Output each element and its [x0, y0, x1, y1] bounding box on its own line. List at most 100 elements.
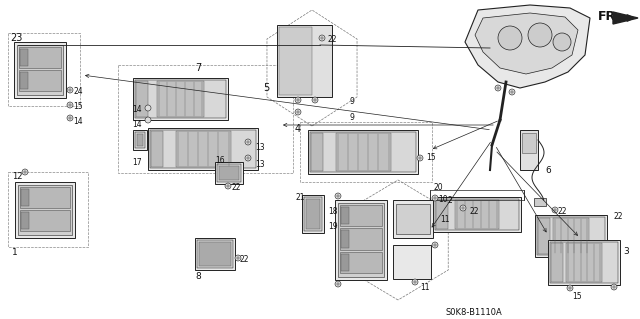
Bar — [537, 217, 605, 255]
Circle shape — [225, 183, 231, 189]
Text: 20: 20 — [433, 183, 443, 192]
Bar — [430, 190, 524, 200]
Text: 4: 4 — [295, 124, 301, 134]
Circle shape — [412, 279, 418, 285]
Bar — [17, 45, 63, 95]
Text: 11: 11 — [440, 215, 449, 224]
Bar — [20, 187, 70, 208]
Bar — [217, 164, 241, 182]
Text: 1: 1 — [12, 248, 18, 257]
Circle shape — [417, 155, 423, 161]
Bar — [18, 185, 72, 235]
Circle shape — [245, 139, 251, 145]
Text: S0K8-B1110A: S0K8-B1110A — [445, 308, 502, 317]
Text: 13: 13 — [255, 160, 264, 169]
Text: 15: 15 — [572, 292, 582, 301]
Circle shape — [509, 89, 515, 95]
Bar — [393, 245, 431, 279]
Text: 10: 10 — [438, 195, 447, 204]
Circle shape — [528, 23, 552, 47]
Bar — [522, 133, 536, 153]
Bar — [335, 200, 387, 280]
Text: 12: 12 — [12, 172, 22, 181]
Bar — [304, 197, 322, 231]
Text: 18: 18 — [328, 207, 337, 216]
Bar — [538, 218, 550, 254]
Bar — [197, 240, 233, 268]
Circle shape — [145, 117, 151, 123]
Bar — [311, 133, 323, 171]
Bar — [553, 218, 589, 254]
Text: 14: 14 — [73, 117, 83, 126]
Circle shape — [460, 205, 466, 211]
Text: 21: 21 — [295, 193, 305, 202]
Bar — [566, 243, 602, 282]
Text: 22: 22 — [240, 255, 250, 264]
Bar — [302, 195, 324, 233]
Circle shape — [67, 87, 73, 93]
Circle shape — [145, 105, 151, 111]
Text: 15: 15 — [426, 153, 436, 162]
Circle shape — [495, 85, 501, 91]
Polygon shape — [475, 13, 578, 74]
Bar — [534, 198, 546, 206]
Text: 9: 9 — [350, 97, 355, 106]
Bar — [277, 25, 332, 97]
Text: 16: 16 — [215, 156, 225, 165]
Text: 8: 8 — [195, 272, 201, 281]
Bar — [8, 172, 88, 247]
Bar — [455, 200, 499, 229]
Text: 6: 6 — [545, 166, 551, 175]
Circle shape — [319, 35, 325, 41]
Text: 2: 2 — [448, 196, 452, 205]
Circle shape — [67, 115, 73, 121]
Text: 11: 11 — [420, 283, 429, 292]
Bar — [433, 197, 521, 232]
Bar — [199, 242, 231, 266]
Bar — [435, 199, 519, 230]
Bar — [19, 47, 61, 68]
Polygon shape — [613, 12, 638, 24]
Bar — [340, 228, 382, 250]
Circle shape — [552, 207, 558, 213]
Bar — [396, 204, 430, 234]
Bar — [393, 200, 433, 238]
Circle shape — [335, 281, 341, 287]
Bar — [338, 203, 384, 277]
Circle shape — [235, 255, 241, 261]
Bar — [135, 132, 145, 148]
Bar — [15, 182, 75, 238]
Text: 22: 22 — [470, 207, 479, 216]
Bar — [21, 189, 29, 206]
Text: FR.: FR. — [598, 10, 621, 23]
Bar — [14, 42, 66, 98]
Bar — [157, 81, 204, 117]
Bar — [341, 230, 349, 248]
Text: 22: 22 — [613, 212, 623, 221]
Bar — [215, 162, 243, 184]
Bar — [310, 132, 416, 172]
Bar — [279, 27, 312, 95]
Text: 22: 22 — [232, 183, 241, 192]
Bar — [133, 78, 228, 120]
Text: 7: 7 — [195, 63, 201, 73]
Text: 17: 17 — [132, 158, 141, 167]
Circle shape — [295, 109, 301, 115]
Bar — [551, 243, 563, 282]
Bar — [340, 205, 382, 226]
Bar — [151, 131, 163, 167]
Bar — [436, 200, 448, 229]
Bar — [341, 207, 349, 224]
Text: 5: 5 — [263, 83, 269, 93]
Bar — [148, 128, 258, 170]
Bar — [8, 33, 80, 106]
Text: 3: 3 — [623, 247, 628, 256]
Text: 9: 9 — [350, 113, 355, 122]
Text: 23: 23 — [10, 33, 22, 43]
Bar — [20, 210, 70, 231]
Text: 13: 13 — [255, 143, 264, 152]
Circle shape — [611, 284, 617, 290]
Text: 15: 15 — [73, 102, 83, 111]
Bar — [219, 166, 239, 180]
Text: 19: 19 — [328, 222, 338, 231]
